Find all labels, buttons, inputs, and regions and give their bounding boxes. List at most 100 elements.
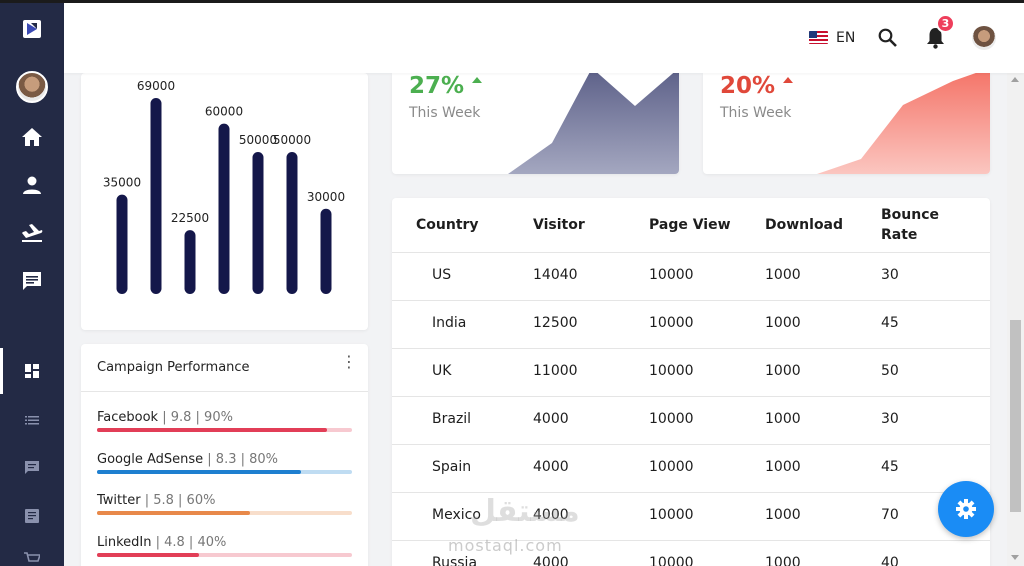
bar[interactable] — [150, 98, 162, 294]
campaign-metrics: | 8.3 | 80% — [203, 451, 279, 467]
bell-icon[interactable] — [926, 27, 945, 49]
bar-value-label: 50000 — [239, 133, 277, 147]
stat-percentage: 27% — [409, 73, 465, 99]
cell-page-view: 10000 — [649, 267, 694, 283]
table-row[interactable]: Mexico 4000 10000 1000 70 — [392, 493, 990, 541]
sidebar-item-comments[interactable] — [0, 456, 64, 480]
more-options-icon[interactable]: ⋮ — [341, 352, 357, 371]
table-row[interactable]: Russia 4000 10000 1000 40 — [392, 541, 990, 566]
cell-download: 1000 — [765, 363, 801, 379]
country-table: Country Visitor Page View Download Bounc… — [392, 198, 990, 566]
sidebar-item-flights[interactable] — [0, 220, 64, 246]
cart-icon — [24, 552, 40, 562]
table-row[interactable]: UK 11000 10000 1000 50 — [392, 349, 990, 397]
settings-button[interactable] — [938, 481, 994, 537]
cell-bounce-rate: 30 — [881, 267, 899, 283]
table-row[interactable]: Brazil 4000 10000 1000 30 — [392, 397, 990, 445]
cell-page-view: 10000 — [649, 411, 694, 427]
header-avatar[interactable] — [972, 26, 996, 50]
sidebar-item-home[interactable] — [0, 124, 64, 150]
message-icon — [23, 272, 41, 290]
column-header-bounce-rate[interactable]: Bounce Rate — [881, 207, 940, 243]
cell-download: 1000 — [765, 315, 801, 331]
cell-page-view: 10000 — [649, 507, 694, 523]
area-chart — [817, 73, 990, 174]
cell-download: 1000 — [765, 411, 801, 427]
bar-value-label: 22500 — [171, 211, 209, 225]
table-row[interactable]: US 14040 10000 1000 30 — [392, 253, 990, 301]
list-icon — [25, 416, 39, 425]
cell-page-view: 10000 — [649, 315, 694, 331]
scroll-down-arrow-icon[interactable] — [1011, 555, 1019, 560]
campaign-label: Google AdSense | 8.3 | 80% — [97, 452, 352, 467]
campaign-name: Twitter — [97, 493, 141, 508]
sidebar-item-cart[interactable] — [0, 552, 64, 566]
progress-track — [97, 428, 352, 432]
bar[interactable] — [320, 208, 332, 294]
watermark: mostaql.com — [448, 536, 563, 555]
home-icon — [22, 128, 42, 146]
column-header-country[interactable]: Country — [416, 217, 479, 233]
us-flag-icon[interactable] — [809, 31, 828, 44]
comment-icon — [25, 461, 39, 474]
dashboard-icon — [25, 364, 39, 378]
bar-value-label: 35000 — [103, 176, 141, 190]
sidebar — [0, 0, 64, 566]
top-header: EN 3 — [64, 3, 1024, 73]
cell-country: Russia — [432, 555, 478, 566]
cell-country: UK — [432, 363, 452, 379]
table-row[interactable]: India 12500 10000 1000 45 — [392, 301, 990, 349]
cell-page-view: 10000 — [649, 555, 694, 566]
campaign-metrics: | 9.8 | 90% — [158, 410, 233, 425]
bar[interactable] — [218, 123, 230, 294]
campaign-name: Facebook — [97, 410, 159, 425]
campaign-title: Campaign Performance — [97, 360, 250, 375]
language-selector[interactable]: EN — [836, 30, 856, 46]
stat-card: 20% This Week — [703, 73, 990, 174]
bar[interactable] — [286, 152, 298, 294]
search-icon[interactable] — [878, 28, 897, 47]
bar[interactable] — [184, 230, 196, 294]
campaign-name: LinkedIn — [97, 534, 152, 550]
area-chart — [508, 73, 679, 174]
arrow-up-icon — [472, 77, 482, 83]
column-header-visitor[interactable]: Visitor — [533, 217, 585, 233]
campaign-row: LinkedIn | 4.8 | 40% — [97, 535, 352, 557]
cell-bounce-rate: 45 — [881, 315, 899, 331]
campaign-performance-card: Campaign Performance ⋮ Facebook | 9.8 | … — [81, 344, 368, 566]
column-header-page-view[interactable]: Page View — [649, 217, 731, 233]
campaign-row: Twitter | 5.8 | 60% — [97, 493, 352, 515]
sidebar-item-dashboard[interactable] — [0, 358, 64, 384]
arrow-up-icon — [783, 77, 793, 83]
user-icon — [23, 176, 41, 194]
cell-country: Brazil — [432, 411, 472, 427]
scrollbar-thumb[interactable] — [1010, 320, 1021, 512]
window-top-border — [0, 0, 1024, 3]
table-row[interactable]: Spain 4000 10000 1000 45 — [392, 445, 990, 493]
cell-visitor: 12500 — [533, 315, 578, 331]
bar[interactable] — [116, 194, 128, 294]
campaign-label: Twitter | 5.8 | 60% — [97, 493, 352, 508]
sidebar-item-messages[interactable] — [0, 268, 64, 294]
sidebar-item-list[interactable] — [0, 408, 64, 432]
column-header-download[interactable]: Download — [765, 217, 844, 233]
cell-visitor: 4000 — [533, 459, 569, 475]
active-indicator — [0, 348, 3, 394]
cell-visitor: 11000 — [533, 363, 578, 379]
cell-visitor: 4000 — [533, 411, 569, 427]
cell-bounce-rate: 70 — [881, 507, 899, 523]
sidebar-avatar[interactable] — [0, 70, 64, 104]
cell-bounce-rate: 40 — [881, 555, 899, 566]
stat-percentage: 20% — [720, 73, 776, 99]
cell-bounce-rate: 50 — [881, 363, 899, 379]
cell-page-view: 10000 — [649, 459, 694, 475]
campaign-name: Google AdSense — [97, 451, 204, 467]
bar[interactable] — [252, 152, 264, 294]
scroll-up-arrow-icon[interactable] — [1011, 77, 1019, 82]
app-logo[interactable] — [0, 14, 64, 44]
cell-visitor: 4000 — [533, 507, 569, 523]
sidebar-item-user[interactable] — [0, 172, 64, 198]
table-header: Country Visitor Page View Download Bounc… — [392, 198, 990, 253]
sidebar-item-notes[interactable] — [0, 504, 64, 528]
cell-bounce-rate: 45 — [881, 459, 899, 475]
